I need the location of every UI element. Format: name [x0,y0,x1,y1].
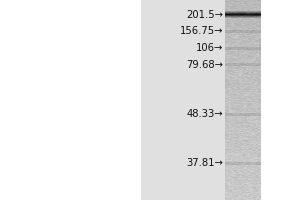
Text: 79.68→: 79.68→ [187,60,224,70]
Text: 156.75→: 156.75→ [180,26,224,36]
Text: 106→: 106→ [196,43,224,53]
Bar [141,0,225,200]
Text: 201.5→: 201.5→ [187,10,224,20]
Text: 48.33→: 48.33→ [187,109,224,119]
Bar [0,0,141,200]
Text: 37.81→: 37.81→ [187,158,224,168]
Bar [261,0,300,200]
